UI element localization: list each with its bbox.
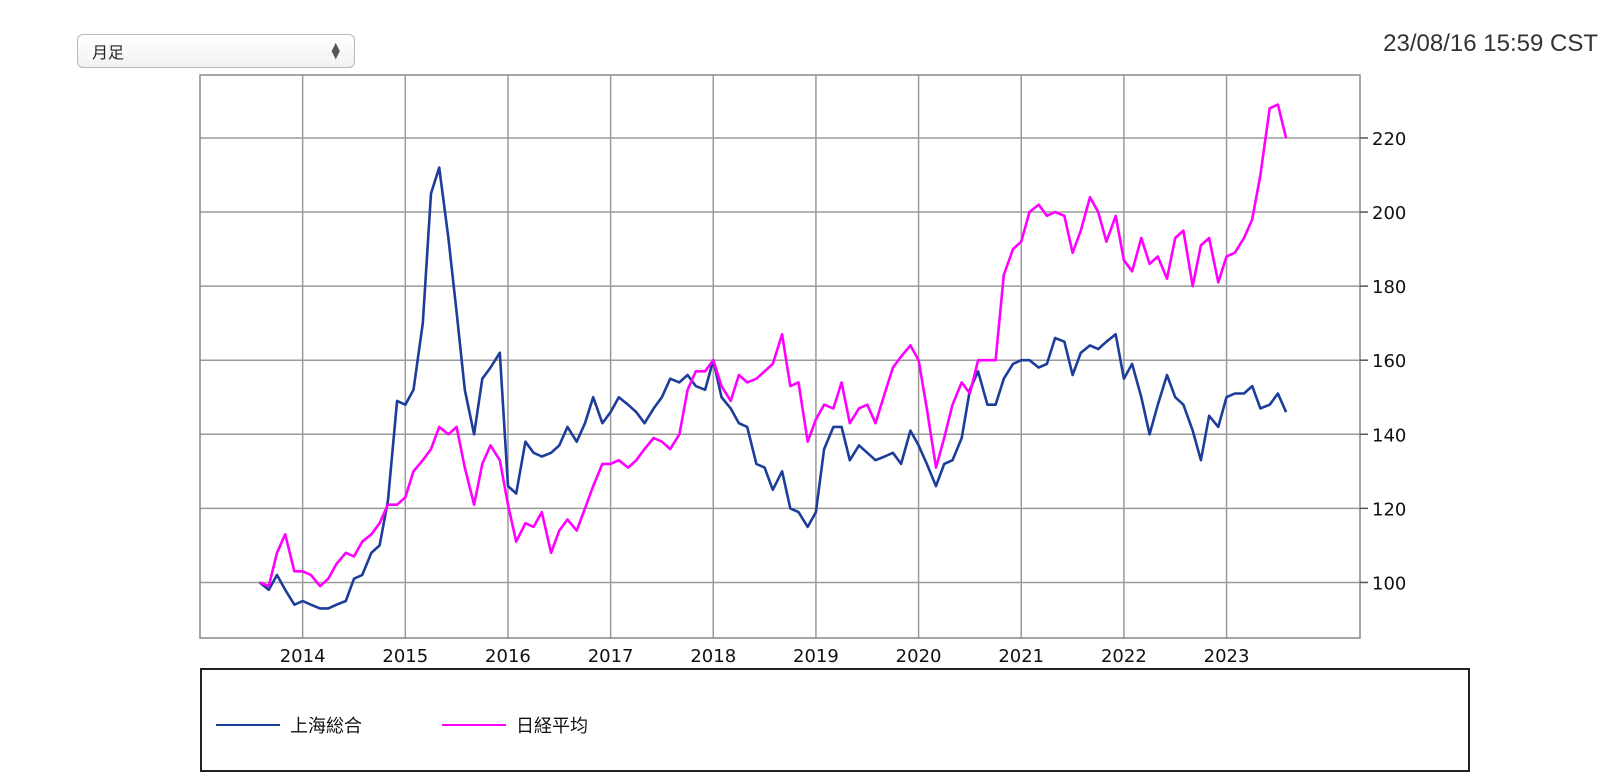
x-tick-label: 2017 bbox=[588, 646, 634, 667]
timestamp: 23/08/16 15:59 CST bbox=[1383, 30, 1598, 57]
chevron-updown-icon: ▲ ▼ bbox=[331, 40, 340, 61]
x-tick-label: 2020 bbox=[896, 646, 942, 667]
legend-label-nikkei: 日経平均 bbox=[516, 716, 588, 737]
x-tick-label: 2019 bbox=[793, 646, 839, 667]
x-axis-ticks: 2014 2015 2016 2017 2018 2019 2020 2021 2022 2023 bbox=[280, 646, 1250, 667]
period-select[interactable]: 月足 ▲ ▼ bbox=[77, 34, 355, 68]
y-tick-label: 100 bbox=[1372, 573, 1406, 594]
legend-label-shanghai: 上海総合 bbox=[290, 716, 362, 737]
chart-grid bbox=[200, 75, 1360, 638]
x-tick-label: 2021 bbox=[998, 646, 1044, 667]
y-tick-label: 180 bbox=[1372, 277, 1406, 298]
y-tick-label: 220 bbox=[1372, 129, 1406, 150]
y-tick-label: 120 bbox=[1372, 499, 1406, 520]
series-line-nikkei bbox=[259, 103, 1288, 588]
legend-swatch-shanghai bbox=[216, 724, 280, 726]
legend-swatch-nikkei bbox=[442, 724, 506, 726]
x-tick-label: 2023 bbox=[1204, 646, 1250, 667]
x-tick-label: 2018 bbox=[690, 646, 736, 667]
period-select-value: 月足 bbox=[92, 43, 125, 62]
plot-frame bbox=[199, 74, 1361, 639]
chart-legend: 上海総合 日経平均 bbox=[200, 668, 1470, 772]
x-tick-label: 2014 bbox=[280, 646, 326, 667]
legend-item-shanghai: 上海総合 bbox=[216, 712, 362, 738]
y-tick-label: 160 bbox=[1372, 351, 1406, 372]
y-tick-label: 140 bbox=[1372, 425, 1406, 446]
chart-series bbox=[258, 103, 1288, 610]
x-tick-label: 2016 bbox=[485, 646, 531, 667]
x-tick-label: 2022 bbox=[1101, 646, 1147, 667]
legend-item-nikkei: 日経平均 bbox=[442, 712, 588, 738]
series-line-shanghai bbox=[258, 166, 1288, 610]
y-axis-ticks: 100 120 140 160 180 200 220 bbox=[1360, 129, 1406, 594]
y-tick-label: 200 bbox=[1372, 203, 1406, 224]
x-tick-label: 2015 bbox=[382, 646, 428, 667]
